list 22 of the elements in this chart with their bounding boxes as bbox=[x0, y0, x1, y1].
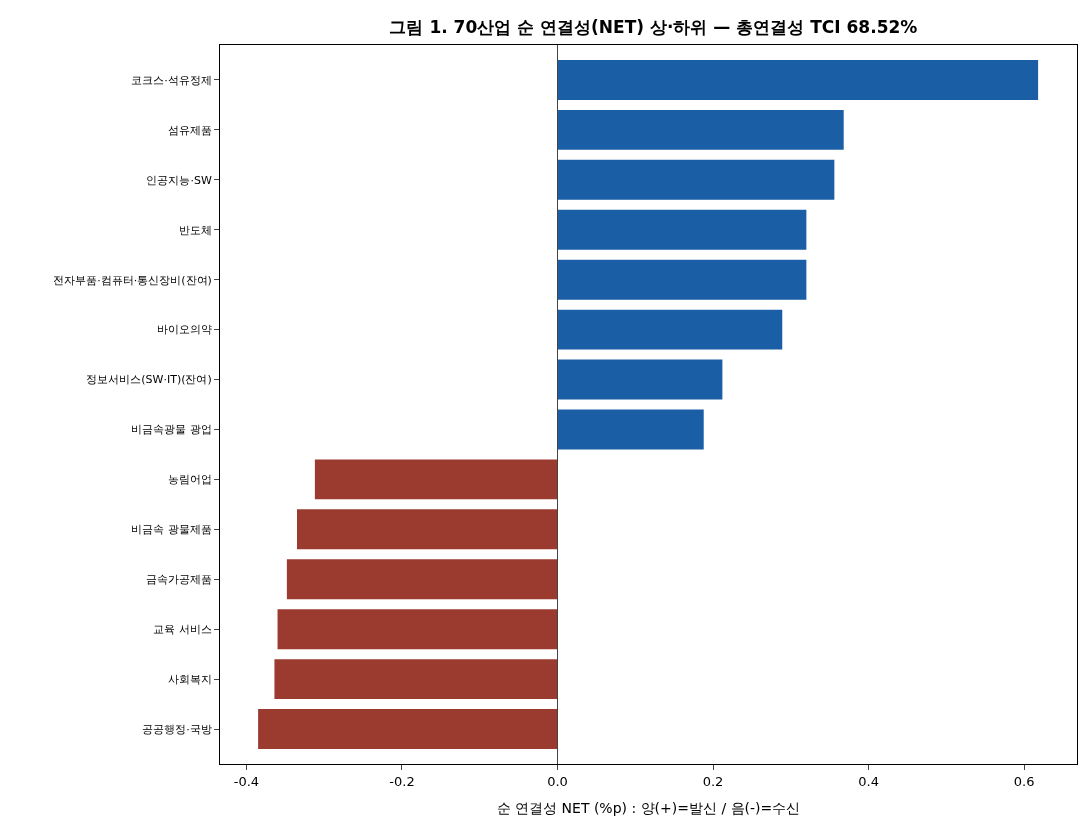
y-tick-label: 인공지능·SW bbox=[146, 173, 212, 187]
y-tick-label: 바이오의약 bbox=[156, 323, 212, 337]
y-tick-label: 전자부품·컴퓨터·통신장비(잔여) bbox=[53, 273, 212, 287]
x-tick-label: -0.2 bbox=[389, 773, 415, 789]
x-tick-label: 0.4 bbox=[858, 773, 879, 789]
x-tick-label: -0.4 bbox=[233, 773, 260, 789]
y-tick-label: 정보서비스(SW·IT)(잔여) bbox=[86, 373, 212, 387]
y-tick-label: 비금속 광물제품 bbox=[131, 523, 212, 537]
x-tick-label: 0.2 bbox=[702, 773, 724, 789]
y-tick-label: 농림어업 bbox=[167, 473, 212, 487]
y-tick-label: 비금속광물 광업 bbox=[131, 423, 212, 437]
y-tick-label: 공공행정·국방 bbox=[142, 722, 212, 736]
chart-title: 그림 1. 70산업 순 연결성(NET) 상·하위 — 총연결성 TCI 68.52% bbox=[389, 16, 918, 37]
y-tick-label: 섬유제품 bbox=[167, 123, 212, 137]
y-tick-label: 교육 서비스 bbox=[153, 623, 212, 637]
x-axis-title: 순 연결성 NET (%p) : 양(+)=발신 / 음(-)=수신 bbox=[496, 799, 801, 816]
x-tick-label: 0.0 bbox=[547, 773, 568, 789]
y-tick-label: 반도체 bbox=[178, 223, 212, 237]
x-tick-label: 0.6 bbox=[1013, 773, 1035, 789]
y-tick-label: 사회복지 bbox=[167, 672, 212, 686]
y-tick-label: 코크스·석유정제 bbox=[131, 73, 212, 87]
y-tick-label: 금속가공제품 bbox=[145, 573, 212, 587]
